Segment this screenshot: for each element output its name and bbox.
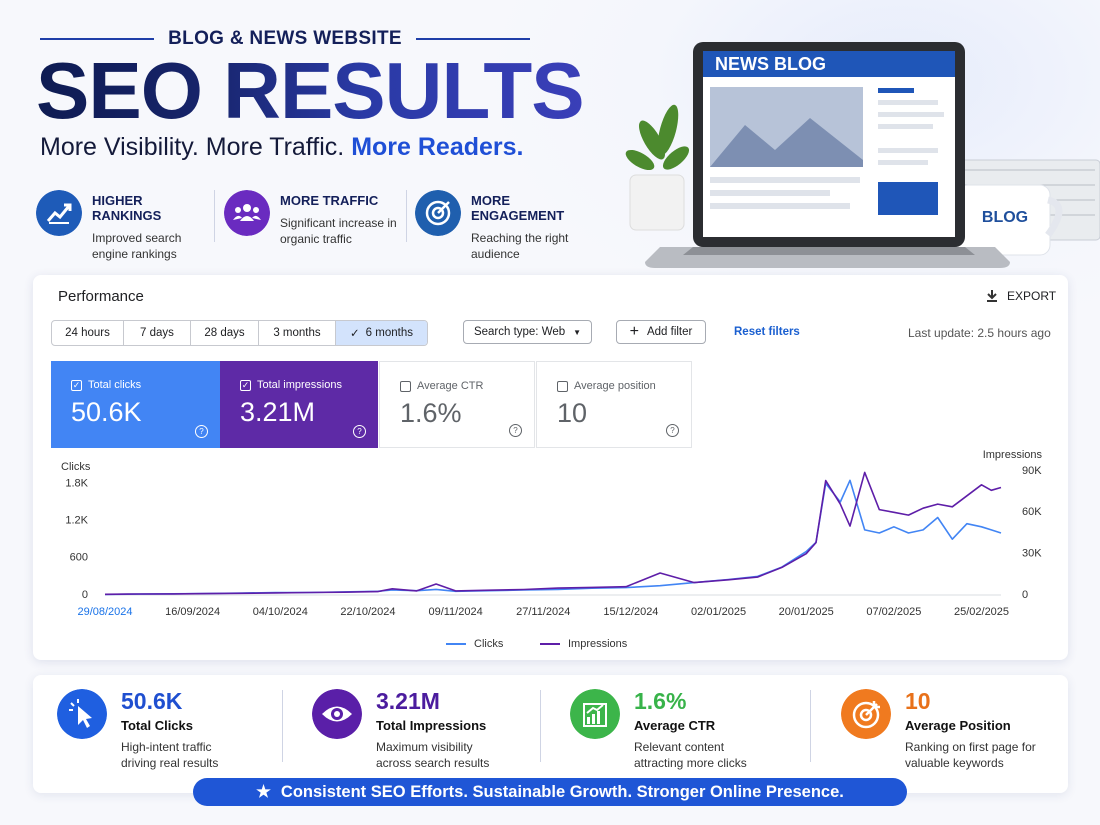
stat-title: Total Impressions [376,718,487,733]
range-button[interactable]: 3 months [259,321,336,345]
feature-icon [224,190,270,236]
stat-title: Total Clicks [121,718,194,733]
stat-text: Ranking on first page for valuable keywo… [905,740,1036,770]
stat-text: Relevant content attracting more clicks [634,740,747,770]
stat-value: 50.6K [121,688,183,714]
performance-card [33,275,1068,660]
stat-value: 10 [905,688,931,714]
feature-text: Reaching the right audience [471,231,569,261]
metric-value: 10 [557,398,588,428]
stat-text: High-intent traffic driving real results [121,740,219,770]
separator [406,190,407,242]
kicker: BLOG & NEWS WEBSITE [40,28,531,50]
feature-title: MORE ENGAGEMENT [471,193,565,223]
stat: 1.6% Average CTR Relevant content attracti… [570,688,759,771]
button-label: Add filter [646,326,693,338]
metric-value: 1.6% [400,398,462,428]
metric-label: Average position [574,380,656,392]
main-title: SEO RESULTS [36,46,585,135]
metric-label: Total impressions [257,379,342,391]
laptop-illustration: BLOG NEWS BLOG [625,42,1100,268]
feature-icon [36,190,82,236]
separator [540,690,541,762]
feature-title: MORE TRAFFIC [280,193,379,208]
stat-icon [312,689,362,739]
range-selector: 24 hours 7 days 28 days 3 months ✓ 6 mont… [51,320,428,346]
kicker-text: BLOG & NEWS WEBSITE [168,28,402,49]
stat-icon [57,689,107,739]
stat-title: Average Position [905,718,1011,733]
range-button[interactable]: ✓ 6 months [336,321,427,345]
metric-tile[interactable]: Average CTR 1.6%? [379,361,535,448]
check: ✓ [350,328,360,340]
stat-title: Average CTR [634,718,716,733]
caret: ▼ [573,327,582,337]
feature-text: Significant increase in organic traffic [280,216,397,246]
stat-value: 3.21M [376,688,440,714]
metric-value: 50.6K [71,397,142,427]
mug-label: BLOG [982,209,1028,226]
metric-tile[interactable]: ✓ Total clicks 50.6K? [51,361,220,448]
range-button[interactable]: 7 days [124,321,191,345]
feature: MORE TRAFFIC Significant increase in orga… [224,190,404,247]
feature-icon [415,190,461,236]
metric-tile[interactable]: Average position 10? [536,361,692,448]
dropdown-label: Search type: Web [473,326,566,338]
subtitle-highlight: More Readers. [351,133,524,161]
add-filter-button[interactable]: + Add filter [616,320,706,344]
stat-value: 1.6% [634,688,687,714]
range-label: 6 months [365,327,413,339]
search-type-dropdown[interactable]: Search type: Web ▼ [463,320,592,344]
metric-label: Total clicks [88,379,142,391]
metric-tile[interactable]: ✓ Total impressions 3.21M? [220,361,378,448]
export-label: EXPORT [1007,289,1057,303]
stat: 10 Average Position Ranking on first page … [841,688,1045,771]
screen-title: NEWS BLOG [715,54,826,74]
metric-label: Average CTR [417,380,484,392]
stat: 50.6K Total Clicks High-intent traffic dri… [57,688,231,771]
export-icon [987,290,997,302]
range-button[interactable]: 24 hours [52,321,124,345]
star: ★ [256,783,271,801]
subtitle-main: More Visibility. More Traffic. [40,133,345,161]
stat-icon [841,689,891,739]
panel-title: Performance [58,288,144,305]
footer-text: Consistent SEO Efforts. Sustainable Grow… [280,782,844,801]
separator [282,690,283,762]
last-update: Last update: 2.5 hours ago [908,326,1051,340]
reset-filters[interactable]: Reset filters [734,326,800,338]
feature-title: HIGHER RANKINGS [92,193,162,223]
footer-banner: ★ Consistent SEO Efforts. Sustainable Gro… [193,778,907,806]
stats-card [33,675,1068,793]
separator [810,690,811,762]
export-button[interactable]: EXPORT [985,289,1056,303]
stat-text: Maximum visibility across search results [376,740,490,770]
stat-icon [570,689,620,739]
feature-text: Improved search engine rankings [92,231,182,261]
feature: HIGHER RANKINGS Improved search engine ra… [36,190,211,262]
feature: MORE ENGAGEMENT Reaching the right audien… [415,190,605,262]
range-button[interactable]: 28 days [191,321,259,345]
metric-value: 3.21M [240,397,316,427]
subtitle: More Visibility. More Traffic. More Read… [40,133,524,162]
stat: 3.21M Total Impressions Maximum visibility… [312,688,496,771]
separator [214,190,215,242]
plus: + [629,323,639,340]
